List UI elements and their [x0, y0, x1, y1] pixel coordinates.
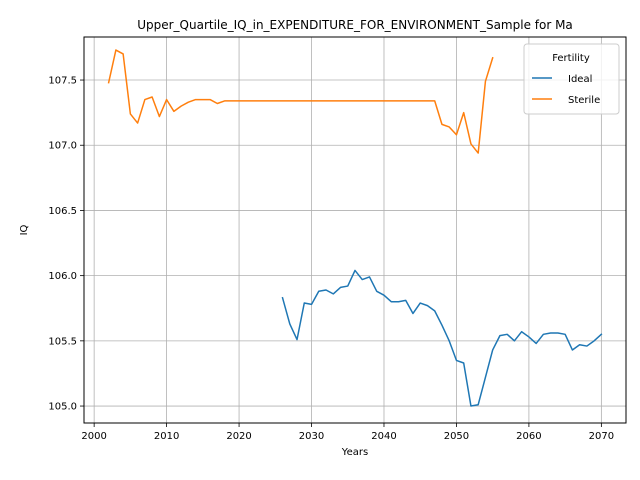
x-tick-label: 2030 [299, 431, 324, 442]
x-tick-label: 2070 [589, 431, 614, 442]
y-tick-label: 105.0 [48, 402, 77, 413]
y-tick-label: 106.0 [48, 271, 77, 282]
y-tick-label: 106.5 [48, 206, 77, 217]
legend: Fertility Ideal Sterile [523, 43, 620, 115]
y-tick-label: 107.0 [48, 141, 77, 152]
legend-label-ideal: Ideal [568, 74, 592, 85]
series-line-ideal [281, 269, 603, 407]
x-tick-label: 2050 [444, 431, 469, 442]
series-line-sterile [107, 49, 494, 154]
axis-ticks: 2000 2010 2020 2030 2040 2050 2060 2070 105.0 105… [48, 76, 614, 442]
chart-title: Upper_Quartile_IQ_in_EXPENDITURE_FOR_ENV… [137, 18, 573, 32]
x-tick-label: 2000 [81, 431, 106, 442]
y-axis-label: IQ [19, 224, 30, 235]
x-tick-label: 2040 [371, 431, 396, 442]
x-tick-label: 2020 [226, 431, 251, 442]
x-axis-label: Years [341, 447, 368, 458]
y-tick-label: 107.5 [48, 76, 77, 87]
legend-title: Fertility [552, 53, 590, 64]
y-tick-label: 105.5 [48, 336, 77, 347]
x-tick-label: 2010 [154, 431, 179, 442]
x-tick-label: 2060 [516, 431, 541, 442]
legend-box [523, 43, 620, 115]
series-layer [107, 49, 603, 407]
legend-label-sterile: Sterile [568, 95, 600, 106]
plot-frame [83, 36, 627, 424]
